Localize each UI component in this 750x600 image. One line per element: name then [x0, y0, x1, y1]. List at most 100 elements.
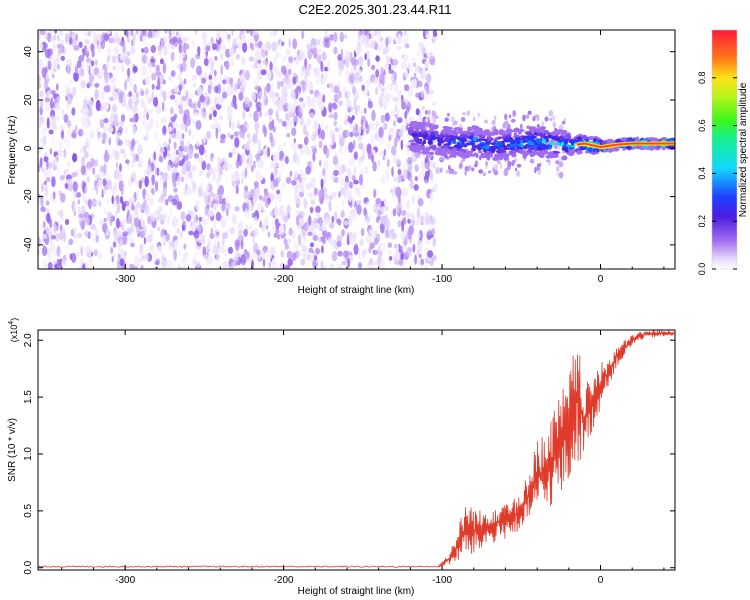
- noise-blob: [235, 159, 240, 169]
- noise-blob: [277, 193, 282, 203]
- noise-blob: [45, 184, 48, 196]
- noise-blob: [336, 235, 343, 242]
- noise-blob: [282, 77, 288, 84]
- noise-blob: [328, 102, 333, 113]
- noise-blob: [353, 131, 359, 137]
- noise-blob: [159, 58, 164, 65]
- noise-blob: [291, 127, 297, 137]
- track-blob: [506, 147, 511, 150]
- track-blob: [498, 129, 504, 135]
- noise-blob: [229, 46, 235, 57]
- noise-blob: [227, 246, 234, 254]
- noise-blob: [246, 251, 250, 260]
- noise-blob: [47, 162, 53, 170]
- noise-blob: [119, 40, 126, 47]
- noise-blob: [241, 33, 247, 44]
- noise-blob: [199, 170, 202, 176]
- track-blob: [593, 151, 600, 155]
- noise-blob: [355, 186, 360, 196]
- noise-blob: [397, 168, 402, 176]
- noise-blob: [76, 192, 82, 198]
- noise-blob: [43, 180, 47, 186]
- noise-blob: [154, 133, 158, 140]
- noise-blob: [254, 49, 261, 61]
- noise-blob: [221, 232, 228, 240]
- noise-blob: [421, 215, 426, 224]
- snr-ytick-label: 0.5: [23, 503, 34, 517]
- noise-blob: [143, 46, 149, 54]
- noise-blob: [250, 165, 254, 173]
- noise-blob: [115, 217, 120, 229]
- noise-blob: [225, 202, 231, 210]
- noise-blob: [220, 217, 227, 229]
- noise-blob: [129, 197, 135, 203]
- noise-blob: [97, 72, 103, 80]
- noise-blob: [130, 46, 136, 55]
- noise-blob: [313, 187, 318, 196]
- track-blob: [422, 139, 427, 145]
- noise-blob: [392, 208, 397, 217]
- noise-blob: [42, 233, 48, 240]
- noise-blob: [160, 219, 165, 225]
- noise-blob: [90, 43, 95, 52]
- noise-blob: [353, 64, 357, 72]
- track-blob: [504, 154, 509, 157]
- noise-blob: [146, 164, 152, 176]
- halo-blob: [460, 117, 466, 122]
- noise-blob: [300, 211, 305, 217]
- noise-blob: [182, 91, 187, 97]
- noise-blob: [282, 141, 287, 147]
- track-blob: [407, 129, 415, 133]
- noise-blob: [95, 128, 100, 134]
- noise-blob: [392, 58, 399, 66]
- noise-blob: [62, 135, 67, 144]
- noise-blob: [361, 84, 366, 92]
- track-blob: [430, 134, 436, 138]
- noise-blob: [261, 100, 265, 108]
- noise-blob: [78, 128, 84, 137]
- halo-blob: [464, 166, 469, 171]
- noise-blob: [56, 83, 59, 91]
- track-blob: [408, 139, 415, 143]
- noise-blob: [389, 255, 393, 261]
- track-blob: [420, 130, 426, 134]
- noise-blob: [193, 250, 198, 261]
- noise-blob: [274, 92, 280, 98]
- noise-blob: [210, 201, 214, 209]
- noise-blob: [383, 198, 387, 207]
- noise-blob: [101, 189, 106, 195]
- halo-blob: [445, 170, 450, 174]
- halo-blob: [552, 121, 556, 128]
- noise-blob: [146, 234, 153, 243]
- noise-blob: [410, 219, 416, 227]
- noise-blob: [275, 219, 279, 224]
- noise-blob: [162, 125, 167, 136]
- noise-blob: [254, 122, 260, 131]
- track-blob: [482, 145, 489, 149]
- noise-blob: [208, 74, 213, 80]
- track-blob: [466, 154, 470, 159]
- noise-blob: [72, 171, 78, 177]
- noise-blob: [426, 52, 431, 58]
- noise-blob: [317, 127, 322, 139]
- noise-blob: [173, 217, 177, 228]
- noise-blob: [39, 98, 44, 109]
- noise-blob: [194, 229, 200, 239]
- noise-blob: [44, 97, 51, 103]
- noise-blob: [90, 30, 95, 34]
- track-blob: [472, 136, 478, 142]
- noise-blob: [41, 128, 47, 136]
- noise-blob: [147, 96, 152, 105]
- track-blob: [497, 136, 502, 140]
- noise-blob: [270, 81, 274, 91]
- noise-blob: [349, 234, 355, 244]
- noise-blob: [358, 76, 363, 83]
- noise-blob: [409, 178, 414, 190]
- noise-blob: [181, 257, 186, 264]
- noise-blob: [140, 98, 145, 109]
- noise-blob: [349, 76, 355, 84]
- noise-blob: [291, 252, 297, 262]
- noise-blob: [136, 201, 141, 209]
- noise-blob: [276, 71, 282, 79]
- noise-blob: [56, 211, 62, 217]
